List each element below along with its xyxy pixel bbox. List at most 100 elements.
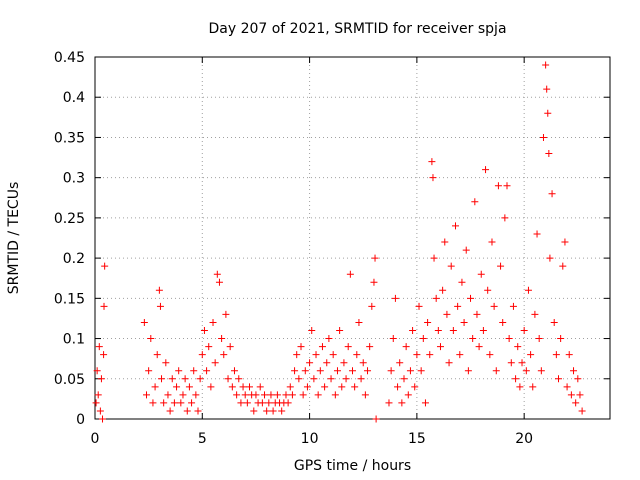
data-point [402, 343, 410, 351]
data-point [518, 359, 526, 367]
data-point [224, 375, 232, 383]
data-point [559, 262, 567, 270]
data-point [389, 335, 397, 343]
data-point [261, 391, 269, 399]
data-point [366, 343, 374, 351]
data-point [288, 391, 296, 399]
data-point [96, 407, 104, 415]
y-tick-label: 0.45 [54, 50, 85, 66]
data-point [273, 391, 281, 399]
data-point [432, 294, 440, 302]
grid [95, 57, 610, 419]
data-point [477, 270, 485, 278]
data-point [355, 318, 363, 326]
data-point [258, 399, 266, 407]
data-point [406, 367, 414, 375]
y-axis-label: SRMTID / TECUs [6, 182, 22, 295]
data-point [338, 383, 346, 391]
data-point [284, 399, 292, 407]
data-point [230, 367, 238, 375]
data-point [168, 375, 176, 383]
data-point [331, 391, 339, 399]
data-point [291, 367, 299, 375]
data-point [295, 375, 303, 383]
data-point [578, 407, 586, 415]
x-axis-label: GPS time / hours [294, 458, 411, 474]
data-point [507, 359, 515, 367]
data-point [520, 327, 528, 335]
data-point [147, 335, 155, 343]
data-point [555, 375, 562, 383]
data-point [228, 383, 236, 391]
data-point [351, 383, 359, 391]
data-point [209, 318, 217, 326]
data-point [545, 150, 553, 158]
data-point [192, 391, 200, 399]
plot-frame [94, 56, 611, 420]
data-point [417, 367, 425, 375]
data-point [396, 359, 404, 367]
data-point [265, 399, 273, 407]
data-point [542, 61, 550, 69]
data-point [394, 383, 402, 391]
data-point [572, 399, 580, 407]
data-point [490, 302, 498, 310]
data-point [282, 391, 290, 399]
data-point [196, 375, 204, 383]
data-point [278, 407, 286, 415]
data-point [303, 383, 311, 391]
data-point [198, 351, 206, 359]
data-point [428, 158, 436, 166]
data-point [160, 399, 168, 407]
data-point [372, 415, 380, 423]
data-point [250, 407, 258, 415]
data-point [235, 375, 243, 383]
x-tick-label: 20 [515, 431, 533, 447]
data-point [220, 351, 228, 359]
data-point [514, 343, 522, 351]
data-point [346, 270, 354, 278]
data-point [149, 399, 157, 407]
data-point [145, 367, 153, 375]
data-point [443, 310, 451, 318]
data-point [537, 367, 545, 375]
data-point [539, 133, 547, 141]
data-point [574, 375, 582, 383]
data-point [342, 375, 350, 383]
data-point [94, 391, 102, 399]
data-point [426, 351, 434, 359]
data-point [439, 286, 447, 294]
data-point [544, 109, 552, 117]
data-point [301, 367, 309, 375]
data-point [140, 318, 148, 326]
data-point [252, 391, 260, 399]
data-point [269, 407, 277, 415]
data-point [233, 391, 241, 399]
data-point [371, 254, 379, 262]
data-point [400, 375, 408, 383]
data-point [344, 343, 352, 351]
data-point [188, 399, 196, 407]
data-point [299, 391, 307, 399]
data-point [306, 359, 314, 367]
data-point [471, 198, 479, 206]
data-point [205, 343, 213, 351]
data-point [482, 166, 490, 174]
data-point [527, 351, 535, 359]
data-point [413, 351, 421, 359]
data-point [398, 399, 406, 407]
data-point [364, 367, 372, 375]
data-point [486, 351, 494, 359]
data-point [215, 278, 223, 286]
data-point [314, 391, 322, 399]
data-point [185, 383, 193, 391]
data-point [421, 399, 429, 407]
data-point [316, 367, 324, 375]
data-point [340, 359, 348, 367]
data-point [183, 407, 191, 415]
data-point [181, 375, 189, 383]
y-tick-label: 0.15 [54, 291, 85, 307]
data-point [479, 327, 487, 335]
data-point [222, 310, 230, 318]
data-point [503, 182, 511, 190]
